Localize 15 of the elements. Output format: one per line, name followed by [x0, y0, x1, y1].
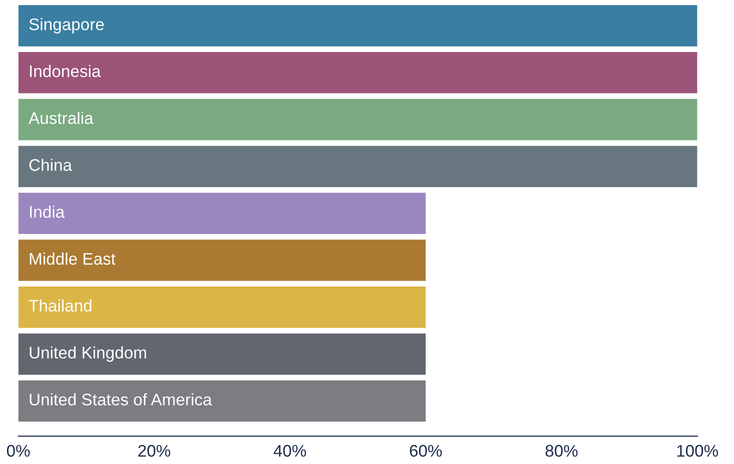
x-tick-label: 80% — [546, 444, 578, 457]
x-tick-label: 100% — [677, 444, 718, 457]
y-tick-label: Middle East — [30, 252, 116, 265]
y-tick-label: United States of America — [30, 393, 212, 406]
y-tick-label: Thailand — [28, 299, 92, 312]
y-tick-label: Australia — [28, 112, 94, 124]
y-tick-label: China — [29, 158, 72, 171]
x-tick-label: 40% — [274, 444, 306, 457]
x-tick-label: 0% — [6, 444, 30, 457]
y-tick-label: United Kingdom — [30, 346, 146, 362]
x-tick-label: 20% — [138, 444, 170, 457]
y-tick-label: India — [30, 206, 65, 218]
x-tick-label: 60% — [410, 444, 442, 457]
y-tick-label: Indonesia — [30, 64, 101, 78]
y-tick-label: Singapore — [29, 18, 104, 34]
